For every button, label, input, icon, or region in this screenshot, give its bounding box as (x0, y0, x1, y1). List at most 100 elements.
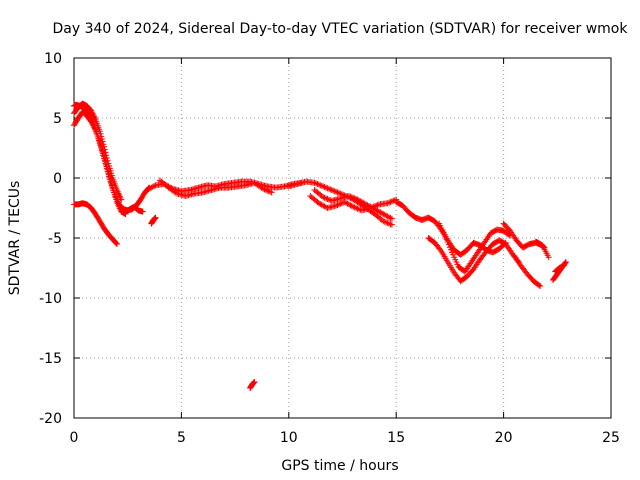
data-point (345, 193, 352, 199)
series-track-short (148, 214, 159, 227)
data-point (335, 190, 342, 196)
data-point (333, 202, 340, 209)
data-point (314, 181, 321, 187)
data-point (437, 246, 444, 253)
data-point (444, 239, 451, 245)
data-point (381, 218, 388, 225)
data-point (313, 180, 320, 187)
data-point (380, 218, 387, 225)
data-point (172, 189, 179, 196)
x-tick-label: 25 (602, 430, 620, 446)
data-point (330, 187, 337, 194)
y-tick-label: -5 (48, 231, 62, 247)
series-track-main-start-lower (71, 109, 129, 217)
data-point (118, 196, 125, 203)
x-tick-label: 0 (70, 430, 79, 446)
data-point (323, 195, 330, 202)
data-point (384, 220, 391, 226)
data-point (113, 241, 120, 247)
data-point (536, 282, 543, 289)
data-point (151, 183, 158, 189)
data-point (315, 181, 322, 188)
data-point (334, 189, 341, 196)
data-point (262, 187, 269, 193)
y-tick-label: -10 (39, 291, 62, 307)
data-point (103, 161, 110, 168)
data-point (91, 113, 98, 120)
series-track-midday-c (311, 187, 395, 222)
data-point (350, 203, 357, 210)
data-point (91, 124, 98, 131)
data-point (562, 259, 569, 265)
data-point (446, 244, 453, 251)
data-point (445, 241, 452, 248)
data-point (96, 128, 103, 135)
data-point (139, 208, 146, 215)
data-point (106, 171, 113, 178)
series-track-dip (118, 203, 146, 215)
data-point (321, 184, 328, 190)
y-tick-label: -15 (39, 351, 62, 367)
series-track-afternoon-b (425, 235, 522, 285)
y-tick-label: 5 (53, 111, 62, 127)
data-point (386, 199, 393, 206)
data-point (540, 244, 547, 250)
data-point (351, 204, 358, 211)
data-point (311, 179, 318, 186)
y-tick-label: -20 (39, 411, 62, 427)
y-tick-label: 0 (53, 171, 62, 187)
axis-ticks (73, 57, 612, 419)
data-point (107, 176, 114, 183)
data-point (390, 197, 397, 204)
data-point (104, 166, 111, 173)
data-point (348, 203, 355, 209)
data-point (89, 110, 96, 117)
data-point (325, 196, 332, 203)
series-outlier-cluster (247, 379, 258, 391)
data-point (442, 233, 449, 240)
data-point (388, 215, 395, 222)
data-point (353, 196, 360, 202)
data-point (348, 194, 355, 201)
series-track-low-early (71, 200, 120, 247)
y-axis-label: SDTVAR / TECUs (7, 181, 23, 296)
data-point (105, 169, 112, 175)
data-point (101, 156, 108, 162)
data-point (387, 199, 394, 205)
data-point (323, 184, 330, 191)
data-point (324, 185, 331, 192)
data-point (374, 202, 381, 208)
data-point (106, 174, 113, 181)
x-tick-label: 10 (280, 430, 298, 446)
data-point (88, 107, 95, 114)
tick-labels: 0 5 10 15 20 25 -20 -15 -10 -5 0 5 10 (39, 51, 620, 446)
data-point (350, 194, 357, 201)
data-point (113, 240, 120, 247)
data-point (388, 198, 395, 205)
x-axis-label: GPS time / hours (281, 458, 398, 474)
data-point (91, 125, 98, 132)
data-point (320, 194, 327, 201)
data-point (337, 200, 344, 207)
y-tick-label: 10 (44, 51, 62, 67)
data-point (251, 379, 258, 385)
data-point (334, 202, 341, 208)
data-point (264, 187, 271, 194)
data-point (318, 182, 325, 189)
data-point (335, 201, 342, 208)
data-point (388, 221, 395, 228)
chart-title: Day 340 of 2024, Sidereal Day-to-day VTE… (53, 21, 629, 37)
data-point (108, 179, 115, 186)
x-tick-label: 20 (495, 430, 513, 446)
data-point (354, 205, 361, 212)
data-point (560, 262, 567, 269)
data-point (91, 114, 98, 121)
series-track-end-b (552, 262, 567, 275)
x-tick-label: 5 (177, 430, 186, 446)
series-track-afternoon-c (436, 220, 514, 275)
data-point (387, 221, 394, 228)
data-point (103, 163, 110, 170)
data-point (537, 283, 544, 289)
data-point (88, 120, 95, 126)
series-track-morning-b (156, 177, 275, 199)
